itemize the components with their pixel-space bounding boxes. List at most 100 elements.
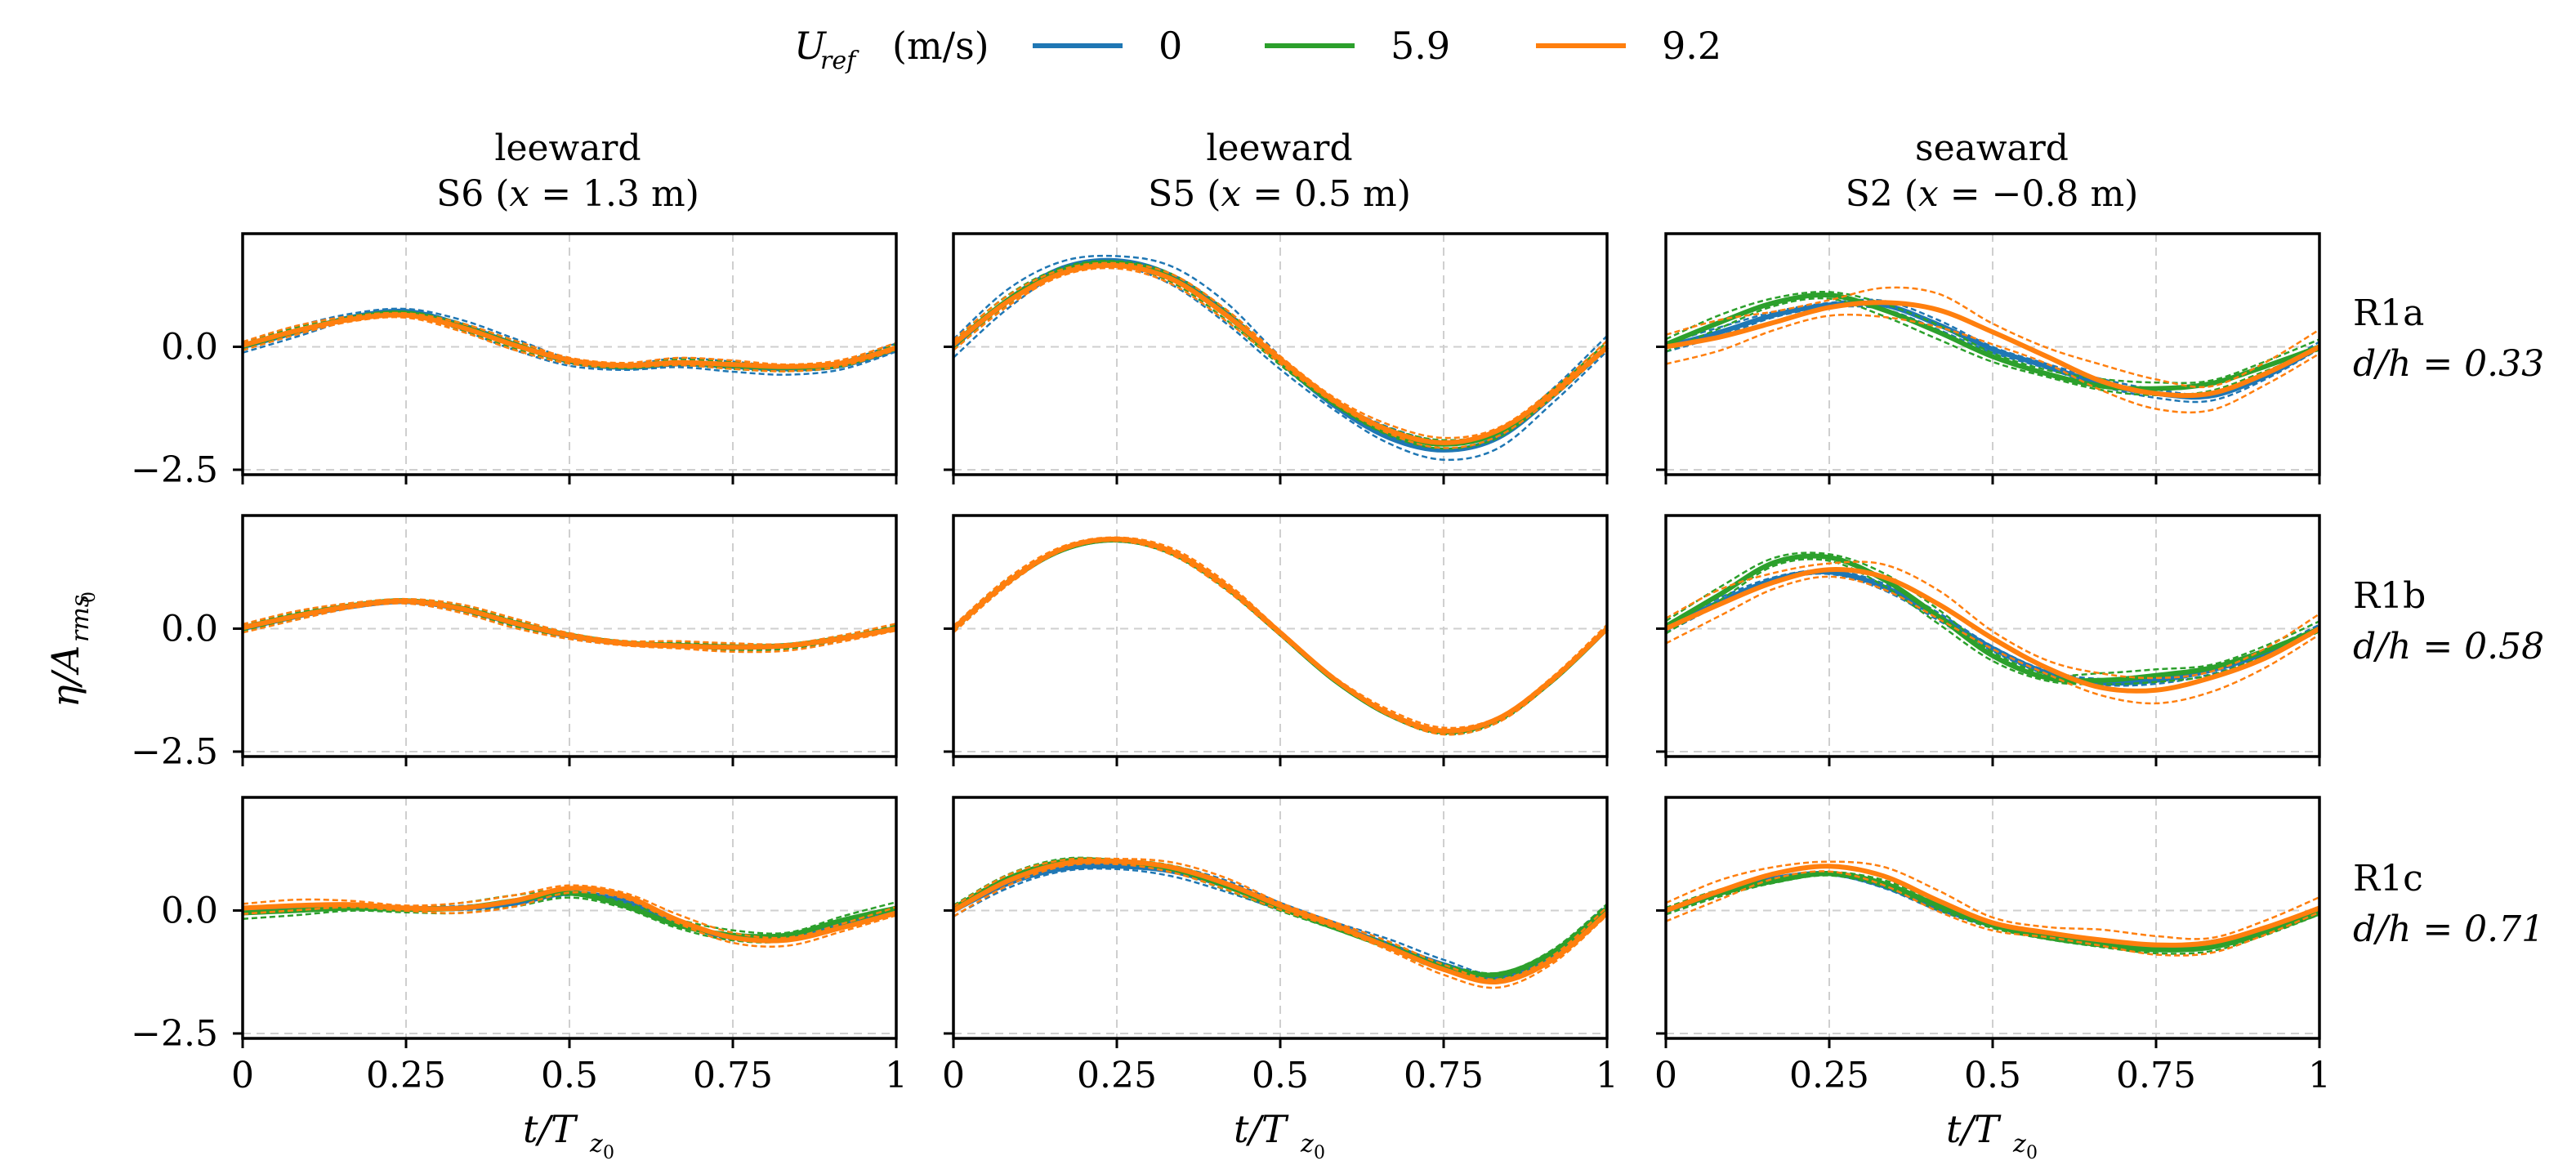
legend-title-symbol: U (794, 24, 828, 68)
panel-R1a-S2 (1656, 232, 2321, 484)
axes-frame (952, 796, 1609, 1040)
x-tick-label: 0.25 (1789, 1055, 1869, 1096)
axes-frame (241, 232, 898, 476)
panel-R1c-S5: 0 0.25 0.5 0.75 1 (942, 796, 1618, 1096)
series-upper-9.2 (1665, 560, 2320, 680)
x-tick-label: 0.75 (2116, 1055, 2196, 1096)
series-lower-9.2 (953, 266, 1608, 449)
series-lower-5.9 (953, 860, 1608, 980)
ylabel-symbol: η/A (43, 645, 87, 708)
xlabel-subscript: z (2012, 1130, 2026, 1158)
row-1-name: R1b (2353, 575, 2426, 617)
series-lower-5.9 (1665, 558, 2320, 685)
series-mean-9.2 (242, 312, 897, 369)
row-1-dh: d/h = 0.58 (2353, 626, 2544, 667)
legend-title-subscript: ref (820, 47, 859, 75)
xlabel-subscript: z (589, 1130, 603, 1158)
y-tick-label: 0.0 (161, 326, 218, 368)
xlabel-symbol: t/T (1946, 1107, 2002, 1151)
x-tick-label: 1 (1596, 1055, 1618, 1096)
x-tick-label: 0.5 (541, 1055, 598, 1096)
series-mean-5.9 (1664, 553, 2321, 684)
series-lower-5.9 (953, 540, 1608, 736)
xlabel-symbol: t/T (523, 1107, 578, 1151)
row-2-dh: d/h = 0.71 (2353, 908, 2544, 950)
series-mean-9.2 (952, 262, 1609, 445)
xlabel-col-0: t/T z 0 (523, 1107, 614, 1163)
xlabel-col-1: t/T z 0 (1234, 1107, 1325, 1163)
row-labels: R1a d/h = 0.33 R1b d/h = 0.58 R1c d/h = … (2353, 292, 2544, 950)
col-1-sensor: S5 (x = 0.5 m) (1148, 173, 1411, 215)
panels: 0.0−2.50.0−2.50.0−2.50 0.25 0.5 0.75 1 0 0.25 0… (131, 232, 2331, 1096)
panel-R1a-S6: 0.0 −2.5 (131, 232, 898, 491)
panel-R1c-S6: 0.0 −2.5 0 0.25 0.5 0.75 1 (131, 796, 908, 1096)
col-1-side: leeward (1206, 127, 1352, 169)
series-upper-9.2 (1665, 860, 2320, 940)
row-0-dh: d/h = 0.33 (2353, 343, 2544, 385)
panel-R1b-S2 (1656, 514, 2321, 766)
xlabel-subsub: 0 (1314, 1143, 1325, 1163)
column-headers: leeward S6 (x = 1.3 m) leeward S5 (x = 0… (436, 127, 2138, 215)
xlabel-subsub: 0 (2026, 1143, 2038, 1163)
panel-R1b-S6: 0.0 −2.5 (131, 514, 898, 773)
x-tick-label: 0 (1654, 1055, 1677, 1096)
ylabel-subsub: 0 (79, 591, 100, 603)
series-mean-9.2 (242, 886, 897, 944)
series-mean-9.2 (1665, 300, 2321, 399)
x-tick-label: 0 (942, 1055, 965, 1096)
series-mean-9.2 (242, 598, 897, 650)
legend-label-1: 5.9 (1391, 24, 1450, 68)
series-mean-9.2 (952, 858, 1609, 985)
series-lower-9.2 (242, 315, 897, 373)
series-lower-9.2 (1665, 870, 2320, 957)
x-tick-label: 0.25 (366, 1055, 446, 1096)
series-upper-9.2 (242, 884, 897, 940)
x-tick-label: 0.5 (1964, 1055, 2021, 1096)
series-mean-5.9 (1664, 292, 2321, 391)
x-tick-label: 1 (885, 1055, 908, 1096)
x-tick-label: 0.25 (1077, 1055, 1157, 1096)
xlabel-subsub: 0 (603, 1143, 614, 1163)
axes-frame (241, 796, 898, 1040)
panel-R1a-S5 (944, 232, 1609, 484)
series-lower-9.2 (953, 539, 1608, 736)
panel-R1b-S5 (944, 514, 1609, 766)
col-0-sensor: S6 (x = 1.3 m) (436, 173, 699, 215)
series-mean-9.2 (1664, 567, 2321, 694)
series-mean-9.2 (952, 536, 1609, 734)
legend-title-units: (m/s) (892, 24, 989, 68)
x-tick-label: 0.75 (693, 1055, 773, 1096)
series-lower-0 (242, 312, 897, 376)
col-0-side: leeward (494, 127, 641, 169)
series-upper-9.2 (1665, 286, 2320, 389)
x-axis-labels: t/T z 0 t/T z 0 t/T z 0 (523, 1107, 2038, 1163)
series-lower-9.2 (1665, 575, 2320, 705)
row-0-name: R1a (2353, 292, 2424, 334)
x-tick-label: 0.75 (1404, 1055, 1484, 1096)
col-2-side: seaward (1915, 127, 2069, 169)
xlabel-symbol: t/T (1234, 1107, 1289, 1151)
series-lower-9.2 (1665, 313, 2320, 414)
series-lower-5.9 (1665, 874, 2320, 955)
panel-R1c-S2: 0 0.25 0.5 0.75 1 (1654, 796, 2331, 1096)
y-tick-label: 0.0 (161, 890, 218, 931)
row-2-name: R1c (2353, 858, 2423, 899)
series-upper-9.2 (953, 857, 1608, 981)
series-upper-5.9 (1665, 551, 2320, 677)
y-tick-label: −2.5 (131, 1013, 218, 1055)
xlabel-col-2: t/T z 0 (1946, 1107, 2038, 1163)
x-tick-label: 1 (2308, 1055, 2331, 1096)
series-upper-5.9 (1665, 290, 2320, 385)
y-axis-label: η/A rms 0 (43, 591, 100, 708)
xlabel-subscript: z (1300, 1130, 1314, 1158)
legend-label-2: 9.2 (1662, 24, 1721, 68)
axes-frame (952, 232, 1609, 476)
col-2-sensor: S2 (x = −0.8 m) (1846, 173, 2139, 215)
y-tick-label: −2.5 (131, 449, 218, 491)
x-tick-label: 0 (231, 1055, 254, 1096)
x-tick-label: 0.5 (1252, 1055, 1309, 1096)
series-lower-9.2 (953, 862, 1608, 989)
series-lower-5.9 (1665, 297, 2320, 396)
y-tick-label: −2.5 (131, 731, 218, 773)
